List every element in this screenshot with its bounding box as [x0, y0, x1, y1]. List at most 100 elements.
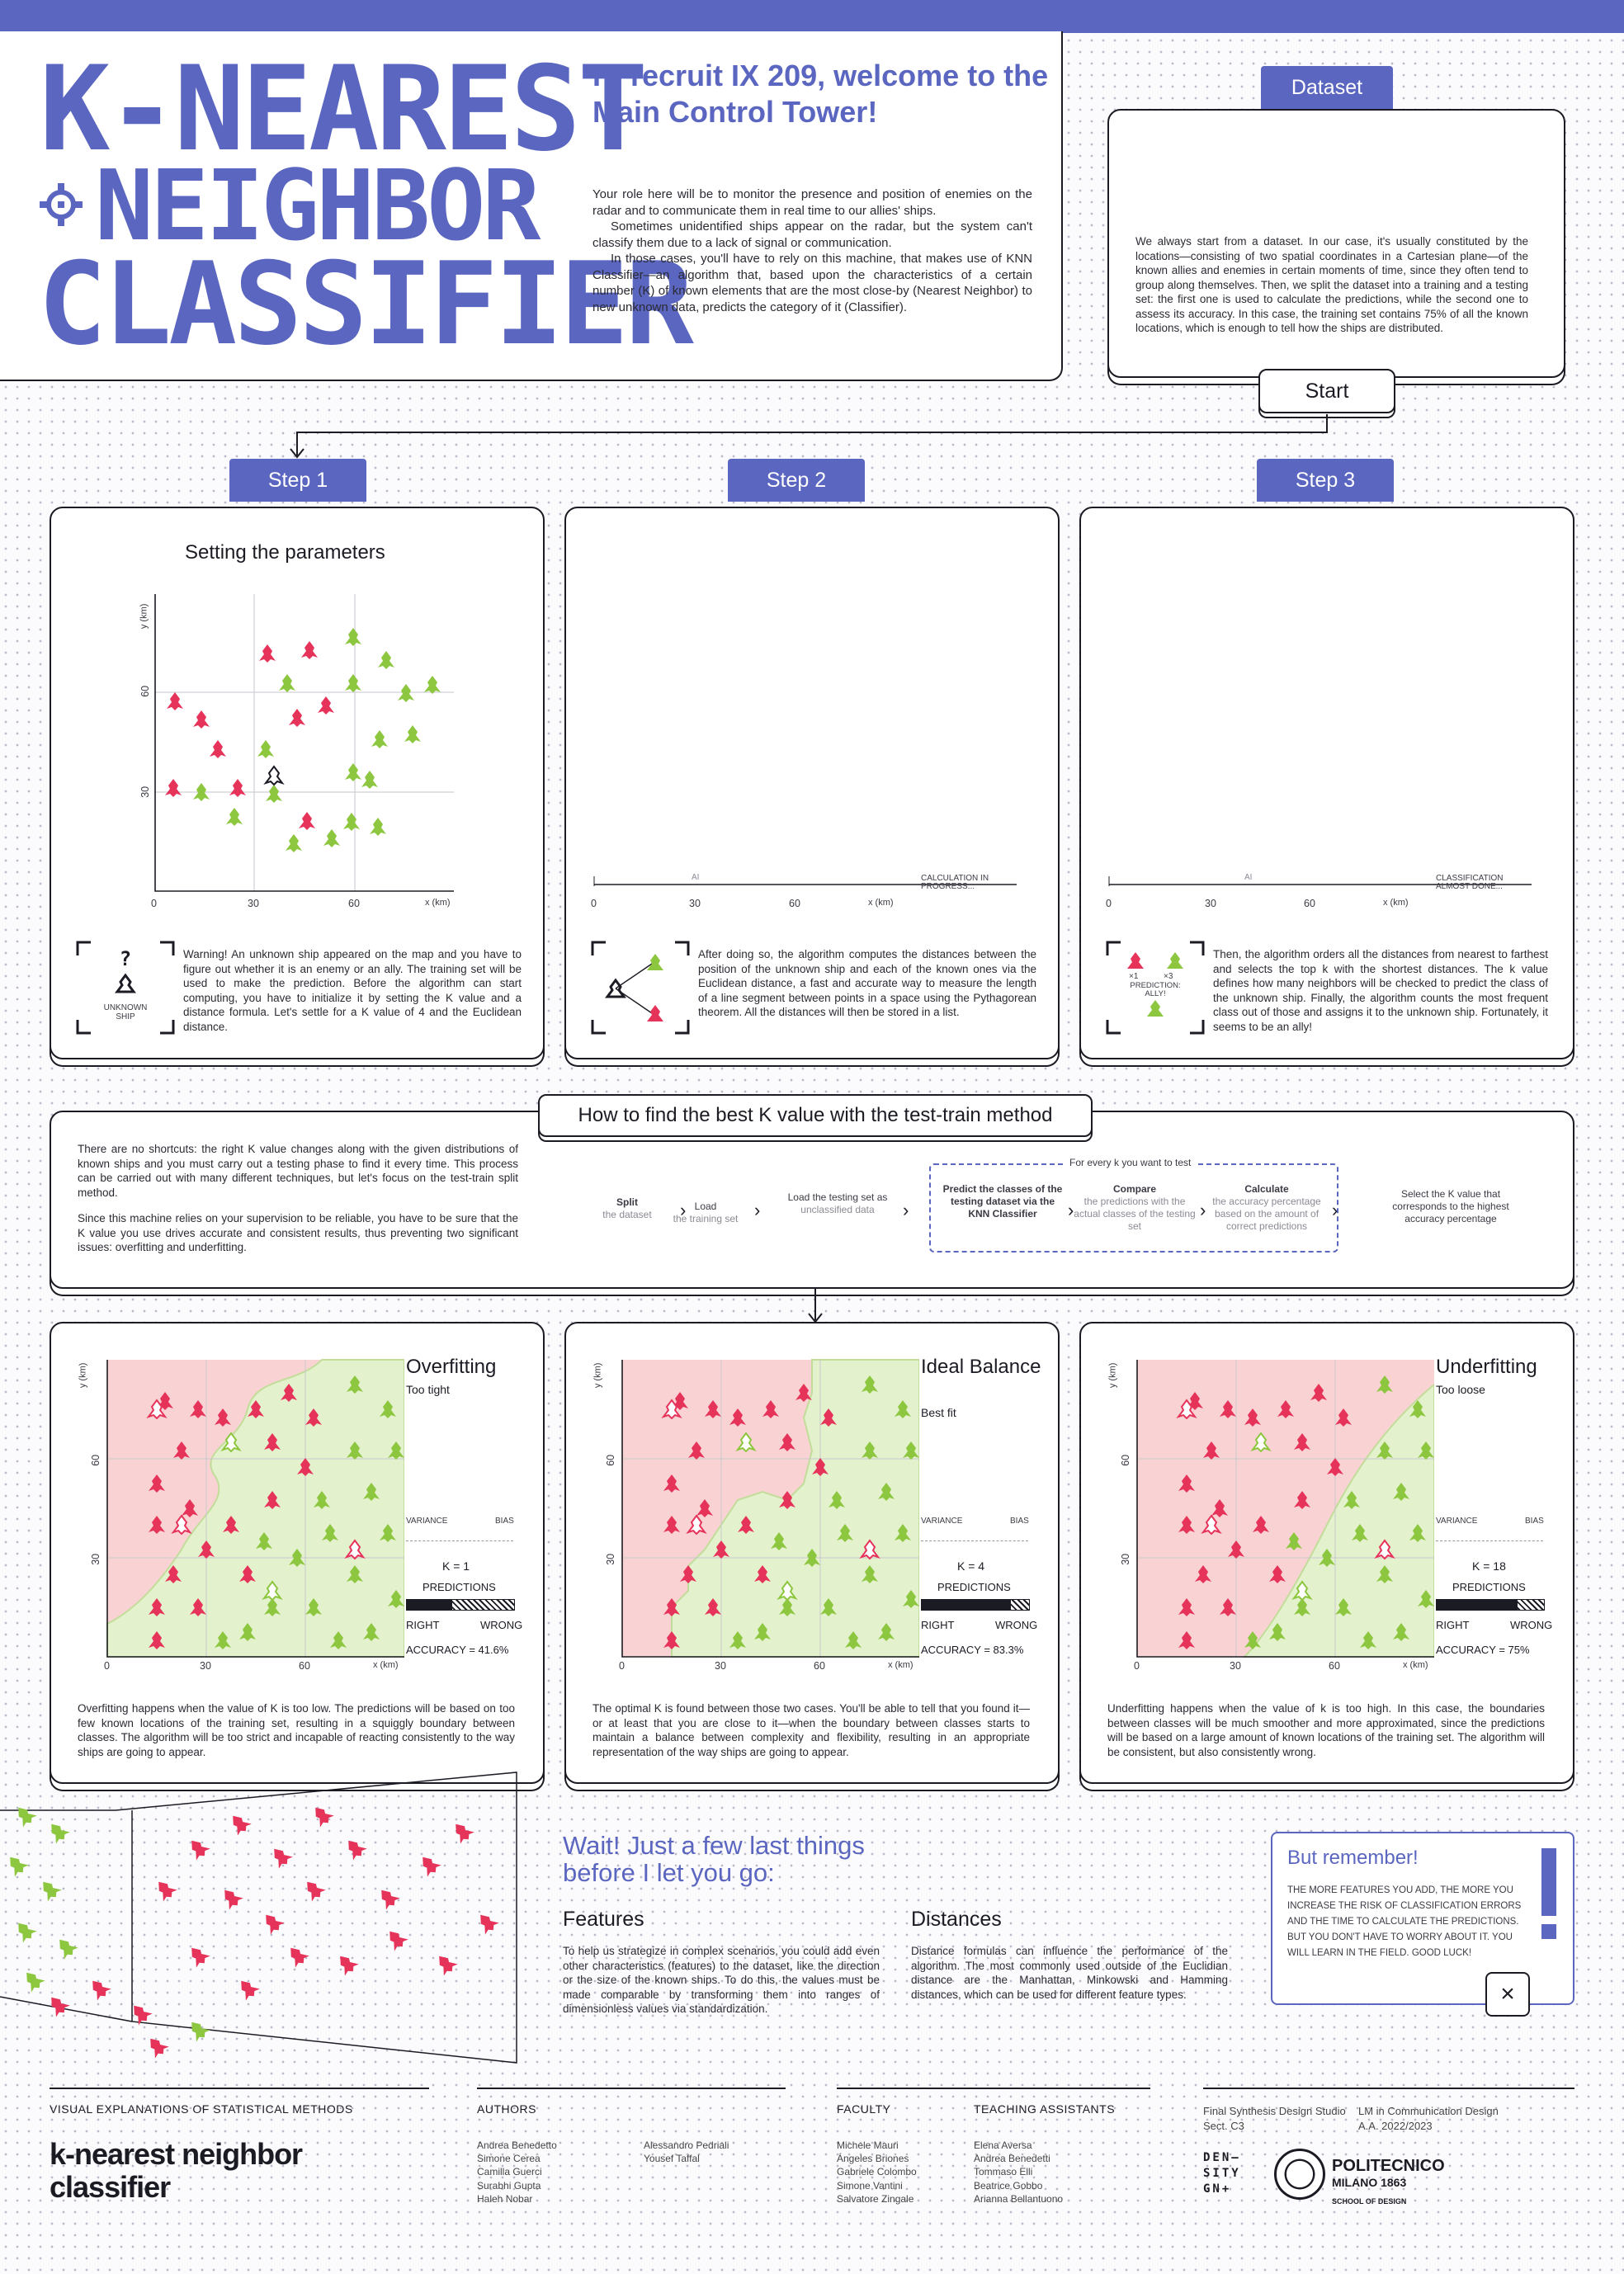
ally-ship-marker: [289, 1549, 305, 1567]
test-ship-marker: [859, 1539, 880, 1560]
footer-name: Gabriele Colombo: [837, 2166, 917, 2178]
ally-ship-marker: [903, 1590, 919, 1608]
enemy-ship-marker: [301, 641, 318, 659]
title-card: [0, 31, 1063, 381]
unknown-ship-marker: [263, 765, 285, 786]
step-1-text: Warning! An unknown ship appeared on the…: [183, 948, 522, 1033]
ally-ship-marker: [1319, 1549, 1335, 1567]
enemy-ship-marker: [149, 1598, 165, 1616]
right-label: RIGHT: [921, 1619, 955, 1631]
right-label: RIGHT: [406, 1619, 440, 1631]
enemy-ship-marker: [299, 812, 315, 830]
start-button[interactable]: Start: [1258, 369, 1395, 413]
ally-ship-marker: [1352, 1524, 1368, 1542]
step-2-status: CALCULATION IN PROGRESS...: [921, 874, 989, 891]
step-1-x-tick-0: 0: [151, 898, 157, 909]
enemy-ship-marker: [663, 1631, 680, 1649]
decorative-ship-marker: [18, 1807, 37, 1828]
decorative-ship-marker: [10, 1856, 29, 1877]
ally-ship-marker: [754, 1623, 771, 1641]
footer-name: Yousef Taffal: [644, 2153, 700, 2165]
ally-ship-marker: [895, 1400, 911, 1418]
enemy-ship-marker: [210, 740, 226, 758]
enemy-ship-marker: [1294, 1491, 1310, 1509]
politecnico-seal-icon: [1274, 2149, 1325, 2200]
remember-title: But remember!: [1287, 1847, 1419, 1869]
decorative-ship-marker: [134, 2005, 153, 2026]
enemy-ship-marker: [1253, 1516, 1269, 1534]
tab-step-3[interactable]: Step 3: [1257, 459, 1394, 502]
footer-divider: [1203, 2088, 1574, 2089]
enemy-ship-marker: [149, 1516, 165, 1534]
ally-ship-marker: [729, 1631, 746, 1649]
enemy-ship-marker: [705, 1400, 721, 1418]
k-value: K = 4: [957, 1559, 985, 1573]
fit-y-label: y (km): [1107, 1362, 1118, 1389]
fit-title: Overfitting: [406, 1356, 497, 1378]
decorative-ship-marker: [51, 1823, 70, 1844]
fit-y-label: y (km): [592, 1362, 603, 1389]
footer-name: Beatrice Gobbo: [974, 2179, 1043, 2191]
ally-ship-marker: [895, 1524, 911, 1542]
ally-ship-marker: [862, 1375, 878, 1394]
tab-step-2[interactable]: Step 2: [728, 459, 865, 502]
tab-dataset[interactable]: Dataset: [1261, 66, 1393, 109]
ally-ship-marker: [903, 1441, 919, 1460]
decorative-ship-marker: [150, 2038, 169, 2059]
enemy-ship-marker: [1220, 1400, 1236, 1418]
distances-text: Distance formulas can influence the perf…: [911, 1945, 1228, 2001]
ally-ship-marker: [424, 676, 441, 694]
step-1-x-label: x (km): [425, 898, 451, 908]
enemy-ship-marker: [713, 1540, 729, 1559]
ally-ship-marker: [1269, 1623, 1286, 1641]
enemy-ship-marker: [1203, 1441, 1220, 1460]
enemy-ship-marker: [779, 1491, 795, 1509]
ally-ship-marker: [347, 1375, 363, 1394]
prediction-x1: ×1: [1129, 972, 1139, 981]
footer-name: Simone Cerea: [477, 2153, 541, 2165]
enemy-ship-marker: [318, 696, 334, 715]
enemy-ship-marker: [223, 1516, 239, 1534]
accuracy-bar: [406, 1599, 515, 1611]
enemy-ship-marker: [1335, 1408, 1352, 1427]
enemy-ship-marker: [1228, 1540, 1244, 1559]
flow-arrow-icon: ›: [680, 1200, 687, 1220]
enemy-ship-marker: [190, 1598, 206, 1616]
ships-3d-decoration: [0, 1772, 517, 2064]
tab-step-1[interactable]: Step 1: [229, 459, 366, 502]
bias-label: BIAS: [495, 1517, 514, 1526]
testtrain-loop-label: For every k you want to test: [1065, 1157, 1197, 1169]
fit-x-label: x (km): [373, 1660, 399, 1670]
distance-icon: [591, 941, 690, 1035]
accuracy-bar-fill: [922, 1600, 1011, 1610]
ally-ship-marker: [1376, 1375, 1393, 1394]
footer-name-1: k-nearest neighbor: [50, 2137, 303, 2171]
enemy-ship-marker: [779, 1433, 795, 1451]
footer-name: Michele Mauri: [837, 2140, 899, 2151]
page-title-line2: NEIGHBOR: [95, 149, 541, 262]
close-button[interactable]: ×: [1485, 1972, 1530, 2017]
decorative-ship-marker: [43, 1881, 62, 1902]
fit-subtitle: Best fit: [921, 1406, 956, 1419]
ally-ship-marker: [226, 808, 243, 826]
ally-ship-marker: [1376, 1441, 1393, 1460]
wrong-label: WRONG: [1510, 1619, 1553, 1631]
step-3-card: [1079, 507, 1574, 1059]
step-3-axis: [1108, 876, 1532, 886]
step-2-x-tick-0: 0: [591, 898, 597, 909]
ally-ship-marker: [398, 684, 414, 702]
decorative-ship-marker: [456, 1823, 474, 1844]
decorative-ship-marker: [381, 1889, 400, 1910]
enemy-ship-marker: [663, 1474, 680, 1493]
wrong-label: WRONG: [995, 1619, 1038, 1631]
flow-step: Compare the predictions with the actual c…: [1074, 1183, 1196, 1232]
step-1-x-tick-60: 60: [348, 898, 360, 909]
k-value: K = 1: [442, 1559, 470, 1573]
step-1-title: Setting the parameters: [185, 541, 385, 564]
bias-label: BIAS: [1010, 1517, 1029, 1526]
step-3-x-tick-60: 60: [1304, 898, 1315, 909]
footer-name: Arianna Bellantuono: [974, 2192, 1064, 2205]
fit-description: Underfitting happens when the value of k…: [1107, 1702, 1545, 1758]
ally-ship-marker: [1343, 1491, 1360, 1509]
ally-ship-marker: [305, 1598, 322, 1616]
